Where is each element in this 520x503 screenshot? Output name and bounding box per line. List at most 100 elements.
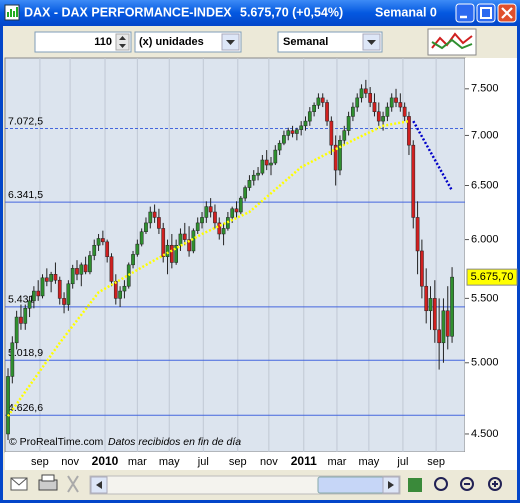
candle-body bbox=[109, 256, 114, 282]
candle-body bbox=[14, 316, 19, 344]
candle-body bbox=[381, 116, 385, 122]
minimize-button[interactable] bbox=[455, 3, 475, 23]
candle-body bbox=[187, 239, 191, 252]
candle-body bbox=[282, 135, 286, 144]
indicators-icon bbox=[431, 38, 473, 50]
candle-body bbox=[204, 206, 209, 218]
x-tick-label: may bbox=[358, 456, 379, 468]
candle-body bbox=[165, 244, 170, 257]
candle-body bbox=[96, 238, 101, 246]
candle-body bbox=[295, 129, 299, 134]
period-dropdown[interactable] bbox=[277, 31, 383, 53]
close-glyph bbox=[501, 7, 513, 19]
candle-body bbox=[273, 149, 278, 164]
candle-body bbox=[230, 208, 235, 218]
candle-body bbox=[342, 130, 347, 141]
candle-body bbox=[307, 111, 312, 122]
candle-body bbox=[432, 298, 437, 331]
y-tick-label: 4.500 bbox=[471, 428, 499, 440]
candle-body bbox=[441, 310, 446, 344]
candle-body bbox=[363, 88, 368, 94]
scroll-thumb[interactable] bbox=[317, 476, 385, 494]
overlay-line bbox=[6, 119, 410, 417]
candle-body bbox=[195, 222, 200, 231]
candle-body bbox=[445, 310, 450, 337]
candle-body bbox=[113, 281, 118, 299]
candle-body bbox=[260, 159, 265, 174]
overlay-line bbox=[412, 120, 454, 192]
candle-body bbox=[376, 111, 381, 122]
candle-body bbox=[251, 174, 256, 181]
watermark: © ProRealTime.com bbox=[9, 436, 104, 448]
candle-body bbox=[320, 97, 325, 103]
candle-body bbox=[27, 300, 32, 309]
candle-body bbox=[424, 285, 429, 312]
y-tick-label: 5.000 bbox=[471, 357, 499, 369]
candle-body bbox=[264, 159, 269, 166]
candle-body bbox=[6, 376, 10, 435]
y-tick-label: 7.000 bbox=[471, 129, 499, 141]
spinner[interactable] bbox=[115, 33, 130, 51]
candle-body bbox=[83, 264, 88, 273]
candle-body bbox=[105, 241, 110, 257]
candle-body bbox=[144, 222, 148, 233]
candle-body bbox=[329, 120, 334, 146]
maximize-button[interactable] bbox=[476, 3, 496, 23]
candle-body bbox=[75, 268, 79, 275]
candle-body bbox=[286, 130, 291, 136]
candle-body bbox=[174, 244, 179, 263]
x-tick-label: mar bbox=[128, 456, 147, 468]
window-period: Semanal 0 bbox=[375, 5, 437, 19]
candle-body bbox=[325, 102, 329, 122]
cut-button[interactable] bbox=[67, 475, 79, 493]
app-icon-bars bbox=[7, 7, 18, 17]
zoom-fit-button[interactable] bbox=[434, 477, 448, 491]
units-dropdown[interactable] bbox=[134, 31, 242, 53]
candle-body bbox=[238, 197, 243, 213]
zoom-in-button[interactable] bbox=[488, 477, 502, 491]
zoom-out-button[interactable] bbox=[460, 477, 474, 491]
candle-body bbox=[450, 276, 454, 337]
candle-body bbox=[269, 162, 273, 166]
candle-body bbox=[428, 298, 433, 312]
candle-body bbox=[398, 102, 403, 108]
candle-body bbox=[213, 211, 217, 224]
move-button[interactable] bbox=[408, 478, 422, 492]
candle-body bbox=[122, 285, 127, 292]
candle-body bbox=[316, 97, 321, 106]
level-label: 4.626,6 bbox=[8, 402, 43, 414]
candle-body bbox=[394, 97, 398, 103]
units-count: 110 bbox=[94, 36, 112, 48]
scroll-right-arrow bbox=[388, 481, 394, 489]
data-note: Datos recibidos en fin de día bbox=[108, 436, 241, 448]
candle-body bbox=[415, 217, 420, 252]
candle-body bbox=[62, 298, 66, 305]
candle-body bbox=[161, 228, 166, 257]
y-tick-label: 5.500 bbox=[471, 292, 499, 304]
level-label: 6.341,5 bbox=[8, 189, 43, 201]
title-bar bbox=[0, 0, 520, 26]
plot-area bbox=[4, 57, 466, 453]
candle-body bbox=[277, 142, 282, 151]
candle-body bbox=[32, 290, 36, 302]
candle-body bbox=[256, 172, 260, 176]
price-label: 5.675,70 bbox=[471, 271, 514, 283]
units-count-input[interactable] bbox=[34, 31, 132, 53]
x-tick-label: 2010 bbox=[92, 454, 119, 468]
candle-body bbox=[182, 233, 187, 240]
indicators-button[interactable] bbox=[427, 28, 477, 56]
zoom-in-glyph bbox=[492, 481, 498, 487]
candle-body bbox=[53, 273, 58, 281]
candle-body bbox=[135, 243, 140, 255]
x-tick-label: nov bbox=[260, 456, 278, 468]
level-label: 7.072,5 bbox=[8, 115, 43, 127]
candle-body bbox=[139, 231, 144, 245]
candle-body bbox=[346, 116, 351, 131]
candle-body bbox=[351, 106, 355, 117]
candle-body bbox=[208, 206, 213, 213]
candle-body bbox=[312, 104, 316, 112]
candle-body bbox=[191, 230, 196, 252]
candle-body bbox=[338, 140, 342, 171]
candle-body bbox=[10, 342, 15, 377]
x-tick-label: jul bbox=[396, 456, 408, 468]
